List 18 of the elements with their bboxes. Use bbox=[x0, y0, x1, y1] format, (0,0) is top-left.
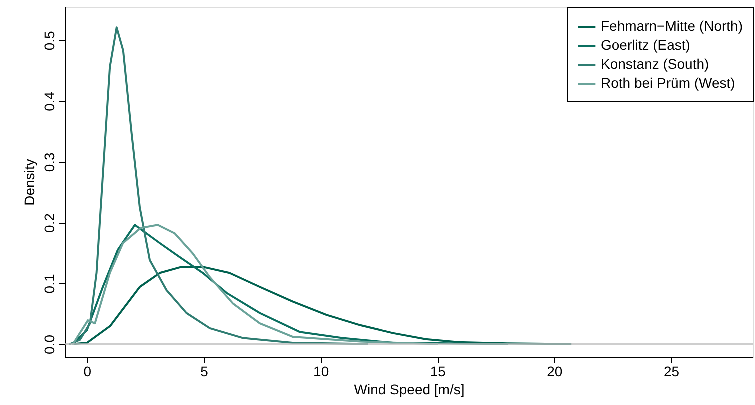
y-tick-label: 0.2 bbox=[42, 213, 58, 233]
y-tick-label: 0.4 bbox=[42, 92, 58, 112]
x-axis-title: Wind Speed [m/s] bbox=[354, 382, 465, 398]
y-tick-label: 0.0 bbox=[42, 334, 58, 354]
x-tick-label: 5 bbox=[200, 364, 209, 380]
x-tick-label: 10 bbox=[314, 364, 330, 380]
y-tick-label: 0.1 bbox=[42, 274, 58, 294]
legend-label: Fehmarn−Mitte (North) bbox=[601, 18, 743, 34]
y-axis-title: Density bbox=[22, 159, 38, 206]
x-tick-label: 25 bbox=[664, 364, 680, 380]
legend-label: Roth bei Prüm (West) bbox=[601, 75, 736, 91]
legend-label: Konstanz (South) bbox=[601, 56, 710, 72]
x-tick-label: 0 bbox=[84, 364, 92, 380]
x-tick-label: 15 bbox=[430, 364, 446, 380]
x-tick-label: 20 bbox=[547, 364, 563, 380]
y-tick-label: 0.3 bbox=[42, 152, 58, 172]
legend-label: Goerlitz (East) bbox=[601, 37, 690, 53]
y-tick-label: 0.5 bbox=[42, 30, 58, 51]
